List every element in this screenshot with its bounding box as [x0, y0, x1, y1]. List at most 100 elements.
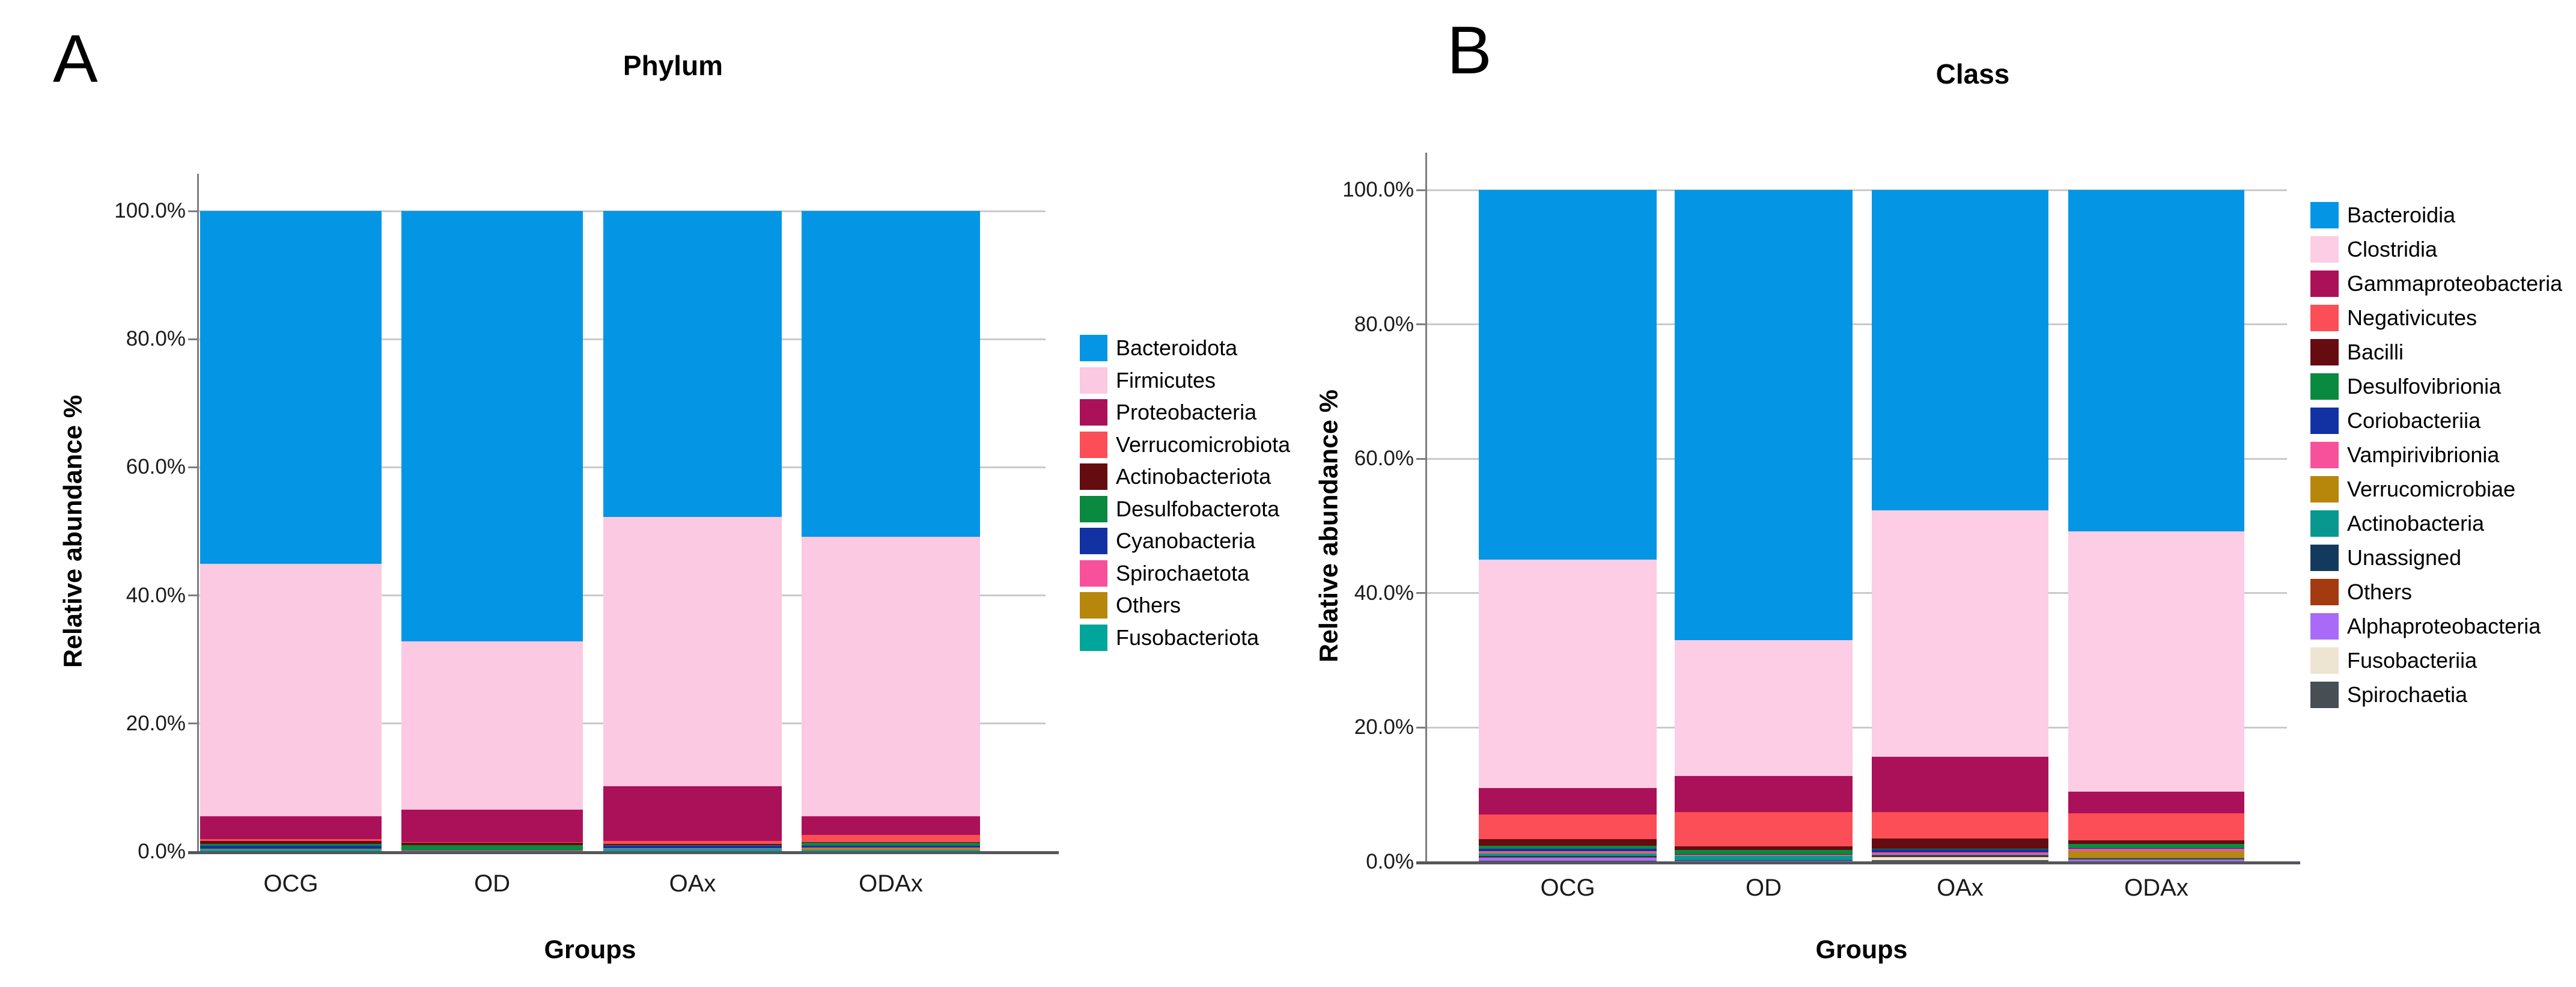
- bar-segment-cyanobacteria-oax: [603, 846, 782, 849]
- bar-segment-bacilli-oax: [1872, 838, 2048, 849]
- bar-segment-coriobacteriia-ocg: [1479, 848, 1657, 851]
- stacked-bar-od: [401, 211, 583, 852]
- legend-label-others: Others: [2347, 579, 2413, 604]
- legend-label-verrucomicrobiae: Verrucomicrobiae: [2347, 477, 2516, 501]
- legend-label-coriobacteriia: Coriobacteriia: [2347, 408, 2481, 433]
- bar-segment-bacteroidota-oax: [603, 211, 782, 517]
- legend-item-vampirivibrionia: Vampirivibrionia: [2310, 438, 2562, 472]
- legend-item-verrucomicrobiota: Verrucomicrobiota: [1080, 429, 1290, 461]
- bar-segment-actinobacteria-od: [1675, 856, 1853, 860]
- bar-segment-negativicutes-oax: [1872, 812, 2048, 839]
- bar-segment-negativicutes-ocg: [1479, 814, 1657, 840]
- legend-label-firmicutes: Firmicutes: [1116, 367, 1216, 393]
- bar-segment-actinobacteriota-od: [401, 843, 583, 845]
- bar-segment-desulfovibrionia-ocg: [1479, 846, 1657, 849]
- bar-segment-clostridia-oax: [1872, 510, 2048, 757]
- legend-label-negativicutes: Negativicutes: [2347, 305, 2477, 330]
- bar-segment-fusobacteriota-odax: [802, 849, 980, 852]
- legend-swatch-actinobacteria: [2310, 510, 2339, 537]
- legend-label-spirochaetota: Spirochaetota: [1116, 560, 1250, 585]
- y-axis-title-class: Relative abundance %: [1314, 389, 1344, 663]
- bar-segment-negativicutes-odax: [2068, 813, 2244, 840]
- bar-segment-actinobacteriota-ocg: [200, 841, 382, 844]
- stacked-bar-oax: [1872, 190, 2048, 862]
- y-tickmark-100.0%: [1416, 189, 1427, 191]
- legend-item-cyanobacteria: Cyanobacteria: [1080, 525, 1290, 558]
- legend-swatch-bacteroidia: [2310, 202, 2339, 228]
- x-axis-line-class: [1416, 861, 2300, 864]
- gridline-80.0%: [1427, 323, 2287, 326]
- x-axis-title-class: Groups: [1815, 935, 1908, 964]
- legend-item-desulfovibrionia: Desulfovibrionia: [2310, 370, 2562, 404]
- y-tick-label-40.0%: 40.0%: [1354, 581, 1414, 605]
- bar-segment-proteobacteria-ocg: [200, 816, 382, 839]
- y-tickmark-40.0%: [1416, 592, 1427, 594]
- bar-segment-unassigned-od: [1675, 860, 1853, 861]
- bar-segment-bacteroidota-od: [401, 211, 583, 641]
- panel-letter-a: A: [53, 21, 98, 96]
- bar-segment-unassigned-odax: [2068, 858, 2244, 860]
- stacked-bar-odax: [2068, 190, 2244, 862]
- legend-label-bacteroidia: Bacteroidia: [2347, 203, 2456, 227]
- legend-label-others: Others: [1116, 593, 1181, 618]
- chart-title-phylum: Phylum: [623, 50, 723, 81]
- panel-letter-b: B: [1447, 13, 1492, 88]
- legend-label-alphaproteobacteria: Alphaproteobacteria: [2347, 614, 2541, 638]
- stacked-bar-oax: [603, 211, 782, 852]
- y-tick-label-20.0%: 20.0%: [1354, 715, 1414, 739]
- legend-label-clostridia: Clostridia: [2347, 237, 2438, 261]
- plot-area-class: 0.0% 20.0% 40.0% 60.0% 80.0% 100.0%: [1342, 153, 2300, 873]
- legend-label-bacteroidota: Bacteroidota: [1116, 335, 1238, 361]
- bar-segment-others-odax: [802, 848, 980, 850]
- legend-swatch-unassigned: [2310, 545, 2339, 571]
- legend-swatch-spirochaetota: [1080, 560, 1107, 587]
- legend-item-gammaproteobacteria: Gammaproteobacteria: [2310, 267, 2562, 301]
- bar-segment-actinobacteriota-odax: [802, 842, 980, 843]
- y-tickmark-40.0%: [188, 594, 199, 597]
- bar-segment-bacteroidota-odax: [802, 211, 980, 537]
- bar-segment-alphaproteobacteria-odax: [2068, 859, 2244, 861]
- y-tick-label-0.0%: 0.0%: [1366, 850, 1414, 873]
- bar-segment-others-ocg: [1479, 857, 1657, 858]
- y-tick-label-0.0%: 0.0%: [138, 840, 186, 863]
- legend-item-bacilli: Bacilli: [2310, 335, 2562, 370]
- x-tick-label-oax: OAx: [1937, 875, 1984, 901]
- legend-swatch-proteobacteria: [1080, 399, 1107, 426]
- bar-segment-cyanobacteria-ocg: [200, 845, 382, 849]
- legend-item-others: Others: [2310, 575, 2562, 610]
- legend-swatch-clostridia: [2310, 236, 2339, 263]
- legend-item-unassigned: Unassigned: [2310, 541, 2562, 575]
- legend-swatch-bacteroidota: [1080, 335, 1107, 362]
- legend-swatch-vampirivibrionia: [2310, 442, 2339, 468]
- bar-segment-proteobacteria-oax: [603, 786, 782, 841]
- bar-segment-bacteroidia-ocg: [1479, 190, 1657, 560]
- bar-segment-firmicutes-ocg: [200, 564, 382, 817]
- legend-label-actinobacteriota: Actinobacteriota: [1116, 464, 1271, 489]
- bar-segment-vampirivibrionia-oax: [1872, 852, 2048, 855]
- y-tickmark-80.0%: [1416, 323, 1427, 326]
- y-tickmark-20.0%: [1416, 726, 1427, 729]
- stacked-bar-ocg: [200, 211, 382, 852]
- y-tick-label-100.0%: 100.0%: [114, 199, 186, 222]
- bar-segment-verrucomicrobiota-od: [401, 842, 583, 843]
- legend-label-actinobacteria: Actinobacteria: [2347, 511, 2485, 536]
- bar-segment-spirochaetota-oax: [603, 848, 782, 849]
- y-tick-label-60.0%: 60.0%: [126, 455, 186, 479]
- y-tick-label-40.0%: 40.0%: [126, 583, 186, 607]
- x-tick-label-ocg: OCG: [1540, 875, 1595, 901]
- legend-label-gammaproteobacteria: Gammaproteobacteria: [2347, 271, 2563, 296]
- bar-segment-bacteroidota-ocg: [200, 211, 382, 564]
- bar-segment-verrucomicrobiae-odax: [2068, 851, 2244, 858]
- bar-segment-verrucomicrobiota-ocg: [200, 839, 382, 842]
- legend-swatch-desulfobacterota: [1080, 495, 1107, 522]
- legend-label-desulfovibrionia: Desulfovibrionia: [2347, 374, 2501, 399]
- bar-segment-gammaproteobacteria-ocg: [1479, 788, 1657, 814]
- stacked-bar-odax: [802, 211, 980, 852]
- bar-segment-fusobacteriia-oax: [1872, 857, 2048, 861]
- bar-segment-fusobacteriota-ocg: [200, 849, 382, 852]
- bar-segment-unassigned-oax: [1872, 855, 2048, 857]
- legend-label-cyanobacteria: Cyanobacteria: [1116, 528, 1256, 554]
- bar-segment-proteobacteria-odax: [802, 816, 980, 836]
